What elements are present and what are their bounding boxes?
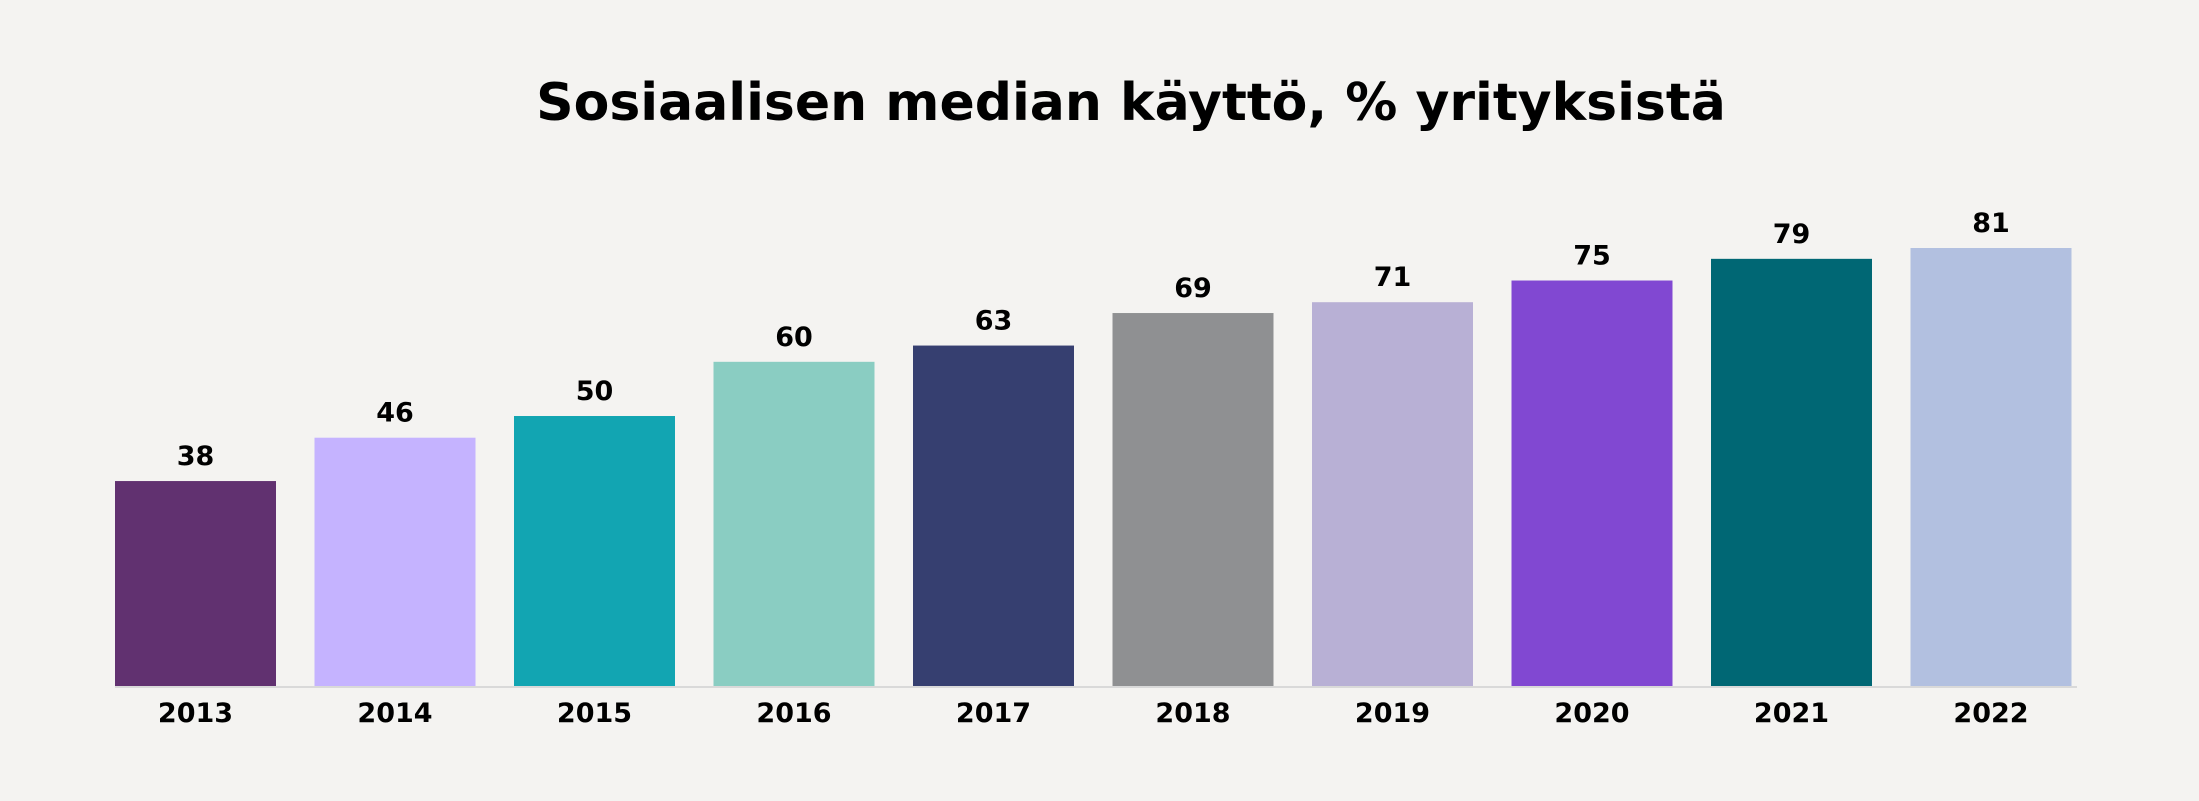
bar-2014 [315,438,476,687]
value-label-2019: 71 [1374,262,1412,293]
x-tick-label-2019: 2019 [1355,698,1430,729]
value-label-2015: 50 [576,376,614,407]
bar-chart: Sosiaalisen median käyttö, % yrityksistä… [0,0,2199,801]
chart-title: Sosiaalisen median käyttö, % yrityksistä [536,73,1726,133]
bar-2015 [514,416,675,687]
value-label-2017: 63 [975,306,1013,337]
value-label-2013: 38 [177,441,215,472]
value-label-2018: 69 [1174,273,1212,304]
value-label-2022: 81 [1972,208,2010,239]
x-tick-label-2021: 2021 [1754,698,1829,729]
bar-2021 [1711,259,1872,687]
bar-2013 [115,481,276,687]
bar-2017 [913,346,1074,687]
value-label-2014: 46 [376,398,414,429]
x-tick-label-2022: 2022 [1953,698,2028,729]
x-tick-label-2014: 2014 [357,698,432,729]
x-tick-label-2015: 2015 [557,698,632,729]
value-label-2021: 79 [1773,219,1811,250]
chart-container: Sosiaalisen median käyttö, % yrityksistä… [0,0,2199,801]
x-tick-label-2016: 2016 [756,698,831,729]
x-tick-label-2013: 2013 [158,698,233,729]
bar-2020 [1512,281,1673,687]
bar-2019 [1312,302,1473,687]
x-tick-label-2018: 2018 [1155,698,1230,729]
bar-2022 [1911,248,2072,687]
x-tick-label-2020: 2020 [1554,698,1629,729]
value-label-2020: 75 [1573,241,1611,272]
bar-2016 [714,362,875,687]
bar-2018 [1113,313,1274,687]
value-label-2016: 60 [775,322,813,353]
x-tick-label-2017: 2017 [956,698,1031,729]
